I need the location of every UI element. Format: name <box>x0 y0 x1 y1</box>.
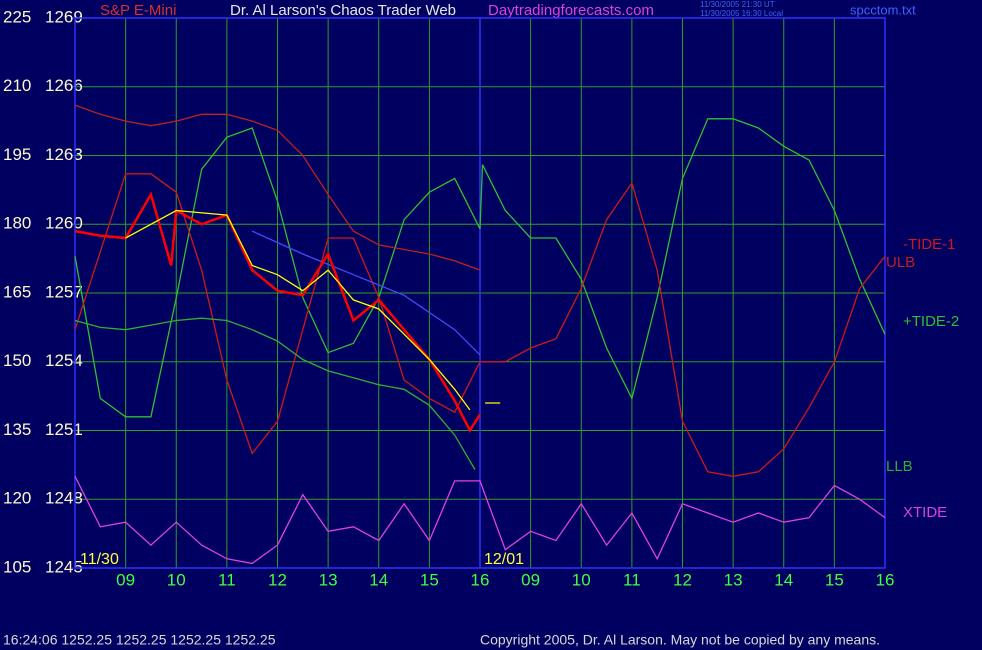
x-tick-label: 11 <box>623 570 641 589</box>
series-line <box>74 104 481 271</box>
y-tick-label: 120 <box>3 489 31 508</box>
y-tick-label: 180 <box>3 214 31 233</box>
series-label: ULB <box>886 254 915 271</box>
x-tick-label: 13 <box>319 570 338 589</box>
series-line <box>74 317 476 470</box>
x-tick-label: 10 <box>572 570 591 589</box>
y2-tick-label: 1251 <box>45 420 83 439</box>
series-label: +TIDE-2 <box>903 313 959 330</box>
x-tick-label: 12 <box>268 570 287 589</box>
y-tick-label: 165 <box>3 282 31 301</box>
y-tick-label: 195 <box>3 145 31 164</box>
x-tick-label: 12 <box>673 570 692 589</box>
y-tick-label: 225 <box>3 7 31 26</box>
x-tick-label: 16 <box>876 570 895 589</box>
x-tick-label: 14 <box>369 570 388 589</box>
symbol: S&P E-Mini <box>100 2 176 19</box>
x-tick-label: 15 <box>825 570 844 589</box>
x-tick-label: 11 <box>218 570 236 589</box>
x-tick-label: 09 <box>116 570 135 589</box>
x-tick-label: 15 <box>420 570 439 589</box>
y-tick-label: 210 <box>3 76 31 95</box>
y-tick-label: 150 <box>3 351 31 370</box>
y2-tick-label: 1263 <box>45 145 83 164</box>
copyright: Copyright 2005, Dr. Al Larson. May not b… <box>480 632 880 648</box>
y2-tick-label: 1269 <box>45 7 83 26</box>
website: Daytradingforecasts.com <box>488 2 654 19</box>
series-label: -TIDE-1 <box>903 236 956 253</box>
series-label: XTIDE <box>903 504 947 521</box>
file-name: spcctom.txt <box>850 2 916 17</box>
date-label: 11/30 <box>80 551 119 568</box>
x-tick-label: 09 <box>521 570 540 589</box>
series-line <box>74 476 886 565</box>
y2-tick-label: 1248 <box>45 489 83 508</box>
series-line <box>251 230 481 356</box>
y2-tick-label: 1260 <box>45 214 83 233</box>
series-label: LLB <box>886 458 913 475</box>
series-line <box>74 118 886 418</box>
x-tick-label: 10 <box>167 570 186 589</box>
y2-tick-label: 1266 <box>45 76 83 95</box>
x-tick-label: 14 <box>774 570 793 589</box>
series-line <box>74 173 886 477</box>
status-line: 16:24:06 1252.25 1252.25 1252.25 1252.25 <box>3 632 276 648</box>
chart-title: Dr. Al Larson's Chaos Trader Web <box>230 2 456 19</box>
y-tick-label: 135 <box>3 420 31 439</box>
y2-tick-label: 1245 <box>45 557 83 576</box>
timestamp: 11/30/2005 16:30 Local <box>700 9 783 18</box>
series-line <box>125 209 501 411</box>
timestamp: 11/30/2005 21:30 UT <box>700 0 775 9</box>
date-label: 12/01 <box>484 551 524 568</box>
x-tick-label: 13 <box>724 570 743 589</box>
y2-tick-label: 1257 <box>45 282 83 301</box>
y2-tick-label: 1254 <box>45 351 83 370</box>
y-tick-label: 105 <box>3 557 31 576</box>
x-tick-label: 16 <box>471 570 490 589</box>
